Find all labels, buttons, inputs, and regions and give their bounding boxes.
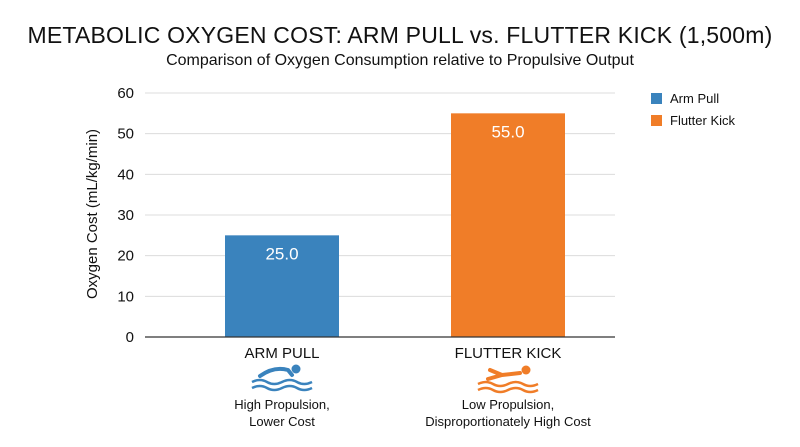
y-tick-label: 60 (117, 85, 134, 102)
swimmer-freestyle-icon (251, 364, 313, 392)
y-tick-label: 50 (117, 126, 134, 143)
annotation-text: Lower Cost (249, 414, 315, 429)
annotation-text: Low Propulsion, (462, 397, 555, 412)
y-axis-title: Oxygen Cost (mL/kg/min) (84, 129, 101, 299)
y-tick-label: 40 (117, 166, 134, 183)
swimmer-body-icon (258, 366, 294, 378)
chart-title: METABOLIC OXYGEN COST: ARM PULL vs. FLUT… (27, 22, 773, 48)
wave-icon (251, 384, 313, 392)
y-tick-label: 20 (117, 248, 134, 265)
legend-swatch (651, 93, 662, 104)
y-tick-label: 0 (126, 329, 134, 346)
wave-icon (251, 378, 313, 386)
bars: 25.0 55.0 (225, 113, 565, 337)
chart-subtitle: Comparison of Oxygen Consumption relativ… (166, 52, 634, 69)
swimmer-head-icon (291, 364, 301, 374)
annotations: High Propulsion, Lower Cost Low Propulsion… (234, 364, 591, 429)
y-axis-ticks: 0 10 20 30 40 50 60 (117, 85, 134, 346)
legend-label: Arm Pull (670, 91, 719, 106)
legend: Arm Pull Flutter Kick (651, 91, 736, 128)
bar-flutter-kick (451, 113, 565, 337)
annotation-text: High Propulsion, (234, 397, 329, 412)
legend-swatch (651, 115, 662, 126)
annotation-text: Disproportionately High Cost (425, 414, 591, 429)
swimmer-kicking-icon (477, 365, 539, 394)
wave-icon (477, 386, 539, 394)
category-label: ARM PULL (244, 345, 319, 362)
legend-label: Flutter Kick (670, 113, 736, 128)
swimmer-body-icon (486, 368, 522, 381)
y-tick-label: 10 (117, 288, 134, 305)
bar-value-label: 25.0 (265, 244, 298, 263)
category-label: FLUTTER KICK (455, 345, 562, 362)
bar-value-label: 55.0 (491, 122, 524, 141)
bar-arm-pull (225, 235, 339, 337)
wave-icon (477, 380, 539, 388)
category-labels: ARM PULL FLUTTER KICK (244, 345, 561, 362)
y-tick-label: 30 (117, 207, 134, 224)
swimmer-head-icon (521, 365, 531, 375)
